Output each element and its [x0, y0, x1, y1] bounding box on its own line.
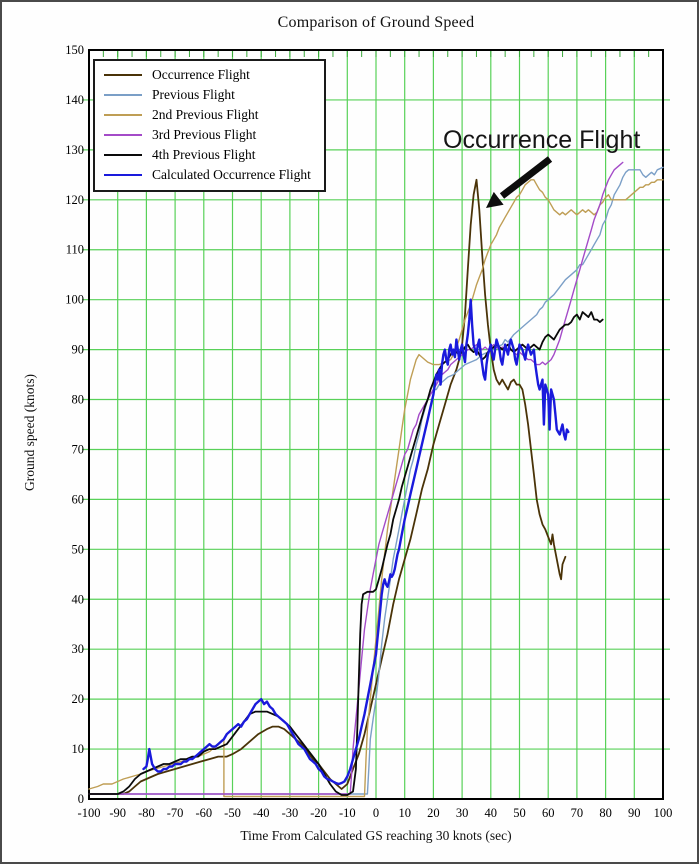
legend-item: 2nd Previous Flight	[95, 105, 324, 125]
svg-text:40: 40	[72, 592, 85, 606]
svg-text:40: 40	[485, 806, 498, 820]
legend-item-label: Previous Flight	[152, 87, 235, 102]
svg-text:-90: -90	[109, 806, 126, 820]
series-line-previous-flight	[88, 166, 664, 795]
legend-item: Occurrence Flight	[95, 65, 324, 85]
svg-text:-100: -100	[78, 806, 101, 820]
svg-text:-30: -30	[282, 806, 299, 820]
svg-text:100: 100	[654, 806, 673, 820]
annotation-arrow	[499, 156, 553, 199]
series-line-4th-previous-flight	[88, 311, 604, 796]
legend-item-label: Occurrence Flight	[152, 67, 250, 82]
svg-text:90: 90	[628, 806, 641, 820]
legend-line-sample	[104, 94, 142, 96]
legend-item: Calculated Occurrence Flight	[95, 165, 324, 185]
svg-text:50: 50	[513, 806, 526, 820]
legend-item-label: 3rd Previous Flight	[152, 127, 257, 142]
legend-line-sample	[104, 154, 142, 156]
svg-text:-50: -50	[224, 806, 241, 820]
svg-text:100: 100	[65, 293, 84, 307]
svg-text:110: 110	[66, 243, 84, 257]
series-line-calculated-occurrence-flight	[142, 298, 570, 786]
legend-item-label: 2nd Previous Flight	[152, 107, 259, 122]
legend-item: 3rd Previous Flight	[95, 125, 324, 145]
svg-text:-10: -10	[339, 806, 356, 820]
legend-line-sample	[104, 114, 142, 116]
svg-text:-70: -70	[167, 806, 184, 820]
svg-text:90: 90	[72, 343, 85, 357]
legend: Occurrence Flight Previous Flight 2nd Prev…	[93, 59, 326, 192]
svg-text:-80: -80	[138, 806, 155, 820]
svg-text:30: 30	[72, 642, 85, 656]
annotation-occurrence-flight: Occurrence Flight	[443, 126, 641, 154]
svg-text:70: 70	[571, 806, 584, 820]
svg-text:80: 80	[599, 806, 612, 820]
svg-text:150: 150	[65, 43, 84, 57]
svg-text:60: 60	[542, 806, 555, 820]
legend-item: 4th Previous Flight	[95, 145, 324, 165]
svg-text:20: 20	[72, 692, 85, 706]
x-axis-label: Time From Calculated GS reaching 30 knot…	[240, 828, 512, 843]
svg-text:10: 10	[72, 742, 85, 756]
svg-text:60: 60	[72, 492, 85, 506]
legend-line-sample	[104, 134, 142, 136]
legend-item: Previous Flight	[95, 85, 324, 105]
legend-item-label: 4th Previous Flight	[152, 147, 256, 162]
plot-border	[88, 49, 664, 800]
svg-text:20: 20	[427, 806, 440, 820]
legend-line-sample	[104, 74, 142, 76]
series-line-occurrence-flight	[88, 178, 567, 795]
svg-text:30: 30	[456, 806, 469, 820]
svg-text:130: 130	[65, 143, 84, 157]
svg-text:50: 50	[72, 542, 85, 556]
y-tick-labels: 0 10 20 30 40 50 60 70 80 90 100 110 120 130 140 150	[65, 43, 84, 806]
grid-lines	[82, 50, 670, 799]
chart-title: Comparison of Ground Speed	[277, 14, 475, 31]
annotation-arrowhead	[486, 191, 504, 208]
series-line-3rd-previous-flight	[88, 161, 624, 795]
svg-text:120: 120	[65, 193, 84, 207]
svg-text:-60: -60	[195, 806, 212, 820]
svg-text:70: 70	[72, 442, 85, 456]
svg-text:0: 0	[373, 806, 379, 820]
legend-item-label: Calculated Occurrence Flight	[152, 167, 311, 182]
svg-text:80: 80	[72, 393, 85, 407]
legend-line-sample	[104, 174, 142, 176]
svg-text:-40: -40	[253, 806, 270, 820]
x-tick-labels: -100 -90 -80 -70 -60 -50 -40 -30 -20 -10 0 10 20 30 40…	[78, 806, 673, 820]
svg-text:0: 0	[78, 792, 84, 806]
svg-text:10: 10	[398, 806, 411, 820]
svg-text:-20: -20	[310, 806, 327, 820]
svg-text:140: 140	[65, 93, 84, 107]
